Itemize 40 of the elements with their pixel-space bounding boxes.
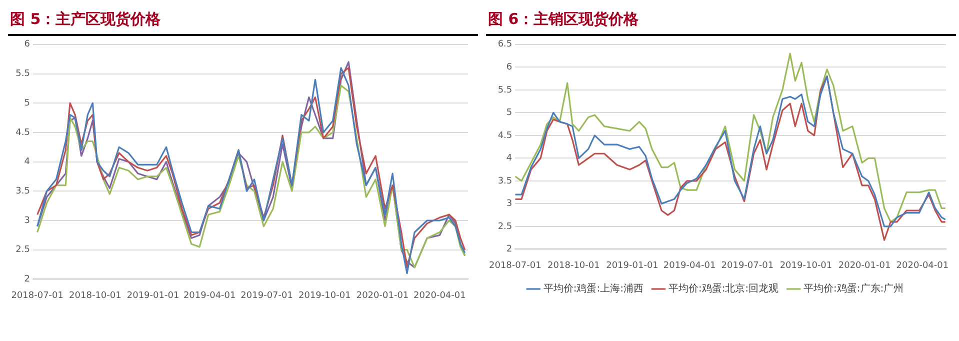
y-tick-label: 2 bbox=[24, 274, 30, 285]
x-tick-label: 2019-07-01 bbox=[240, 290, 293, 301]
x-tick-label: 2020-01-01 bbox=[356, 290, 409, 301]
chart-title: 图 5：主产区现货价格 bbox=[8, 8, 478, 36]
x-tick-label: 2020-04-01 bbox=[896, 260, 949, 271]
y-tick-label: 4.5 bbox=[498, 130, 512, 141]
x-tick-label: 2020-04-01 bbox=[414, 290, 466, 301]
x-tick-label: 2019-04-01 bbox=[183, 290, 236, 301]
y-tick-label: 2 bbox=[506, 244, 512, 255]
x-tick-label: 2019-10-01 bbox=[780, 260, 832, 271]
y-tick-label: 6.5 bbox=[498, 40, 512, 50]
x-tick-label: 2019-04-01 bbox=[663, 260, 716, 271]
x-tick-label: 2019-07-01 bbox=[721, 260, 774, 271]
y-tick-label: 3 bbox=[506, 199, 512, 210]
x-tick-label: 2018-10-01 bbox=[548, 260, 600, 271]
x-tick-label: 2018-07-01 bbox=[11, 290, 64, 301]
x-tick-label: 2019-10-01 bbox=[298, 290, 351, 301]
y-tick-label: 5.5 bbox=[16, 69, 30, 80]
legend-label: 平均价:鸡蛋:上海:浦西 bbox=[543, 282, 644, 295]
y-tick-label: 4 bbox=[24, 157, 30, 168]
chart-title: 图 6：主销区现货价格 bbox=[486, 8, 956, 36]
y-tick-label: 4 bbox=[506, 154, 512, 164]
x-tick-label: 2020-01-01 bbox=[838, 260, 891, 271]
y-tick-label: 3.5 bbox=[16, 186, 30, 196]
y-tick-label: 5 bbox=[24, 98, 30, 108]
y-tick-label: 2.5 bbox=[16, 245, 30, 256]
y-tick-label: 2.5 bbox=[498, 222, 512, 232]
x-tick-label: 2018-10-01 bbox=[69, 290, 122, 301]
x-tick-label: 2018-07-01 bbox=[488, 260, 542, 271]
y-tick-label: 3.5 bbox=[498, 176, 512, 186]
y-tick-label: 5 bbox=[506, 108, 512, 118]
y-tick-label: 6 bbox=[506, 62, 512, 72]
y-tick-label: 6 bbox=[24, 40, 30, 50]
x-tick-label: 2019-01-01 bbox=[606, 260, 658, 271]
legend-label: 平均价:鸡蛋:广东:广州 bbox=[804, 282, 904, 295]
y-tick-label: 3 bbox=[24, 216, 30, 226]
y-tick-label: 5.5 bbox=[498, 85, 512, 96]
x-tick-label: 2019-01-01 bbox=[126, 290, 180, 301]
y-tick-label: 4.5 bbox=[16, 128, 30, 138]
legend-label: 平均价:鸡蛋:北京:回龙观 bbox=[668, 282, 779, 295]
